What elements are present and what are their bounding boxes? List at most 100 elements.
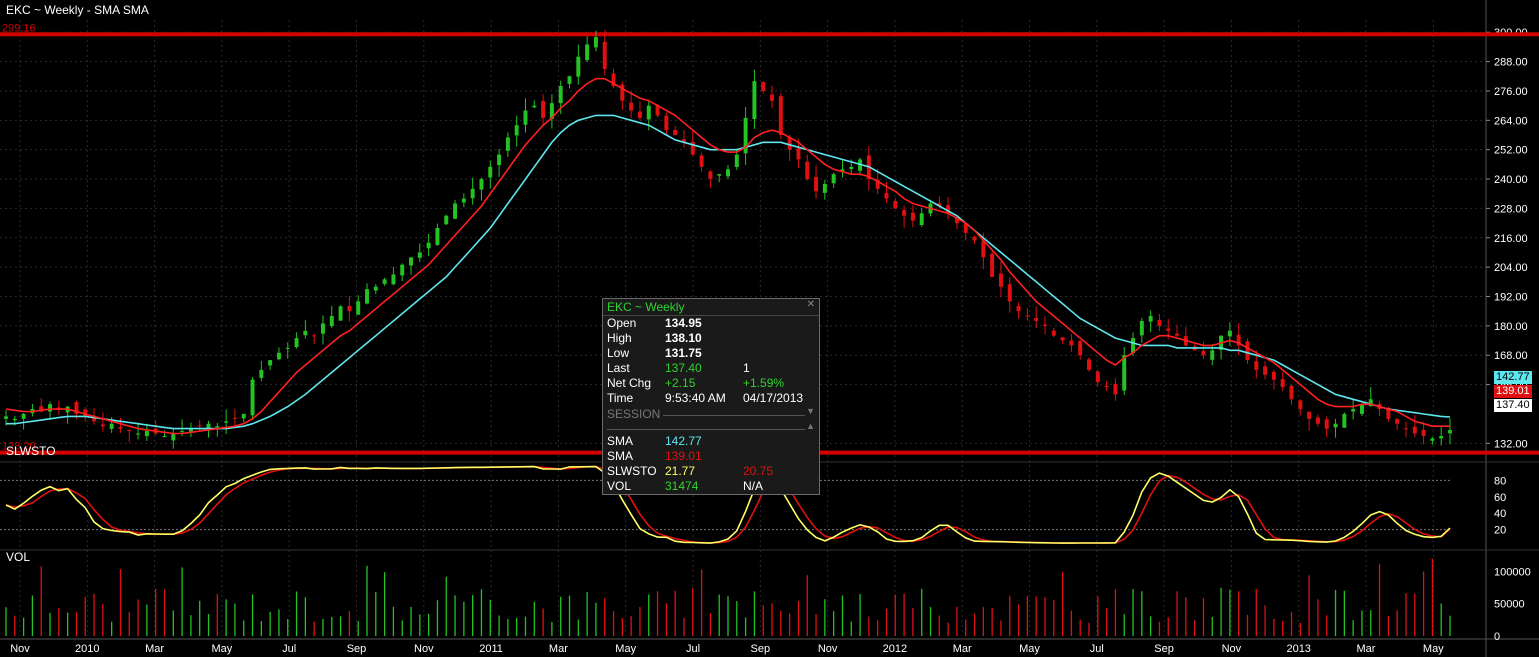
candle-down	[83, 409, 88, 417]
y-tick-label: 216.00	[1494, 233, 1528, 245]
candle-up	[514, 125, 519, 136]
y-tick-label: 168.00	[1494, 350, 1528, 362]
candle-up	[752, 81, 757, 120]
candle-down	[1421, 429, 1426, 436]
candle-down	[127, 430, 132, 432]
high-label: High	[607, 331, 632, 345]
candle-down	[875, 179, 880, 189]
y-tick-label: 180.00	[1494, 321, 1528, 333]
candle-up	[532, 105, 537, 108]
support-line-label: 128.20	[2, 441, 36, 453]
volume-tick-label: 100000	[1494, 566, 1531, 578]
candle-up	[558, 86, 563, 104]
date-value: 04/17/2013	[743, 391, 804, 405]
vol-value: 31474	[665, 479, 699, 493]
data-window-titlebar[interactable]: EKC ~ Weekly ✕	[603, 299, 819, 316]
candle-down	[761, 82, 766, 91]
candle-up	[320, 323, 325, 334]
chevron-up-icon[interactable]: ▲	[806, 421, 815, 431]
candle-down	[100, 424, 105, 427]
candle-down	[681, 139, 686, 143]
candle-up	[400, 264, 405, 276]
chevron-down-icon[interactable]: ▼	[806, 406, 815, 416]
time-value: 9:53:40 AM	[665, 391, 726, 405]
candle-up	[505, 137, 510, 151]
candle-down	[1386, 407, 1391, 419]
y-tick-label: 288.00	[1494, 57, 1528, 69]
close-icon[interactable]: ✕	[806, 299, 815, 310]
candle-down	[972, 236, 977, 241]
candle-up	[461, 198, 466, 203]
sma-slow-price-tag: 142.77	[1494, 371, 1532, 384]
x-tick-label: Nov	[1222, 643, 1242, 655]
candle-down	[770, 94, 775, 101]
low-value: 131.75	[665, 346, 702, 360]
candle-up	[470, 188, 475, 199]
candle-down	[602, 41, 607, 69]
candle-down	[655, 104, 660, 116]
x-tick-label: Sep	[1154, 643, 1174, 655]
stoch-tick-label: 40	[1494, 508, 1506, 520]
candle-up	[919, 213, 924, 226]
candle-up	[162, 435, 167, 437]
sma1-value: 142.77	[665, 434, 702, 448]
open-value: 134.95	[665, 316, 702, 330]
candle-down	[1069, 340, 1074, 346]
candle-down	[1412, 426, 1417, 434]
candle-down	[946, 205, 951, 214]
x-tick-label: Nov	[10, 643, 30, 655]
candle-down	[1280, 378, 1285, 388]
candle-down	[92, 415, 97, 422]
candle-down	[1324, 419, 1329, 429]
session-divider-2	[607, 429, 805, 430]
stoch-tick-label: 60	[1494, 492, 1506, 504]
candle-up	[144, 431, 149, 437]
candle-up	[224, 421, 229, 423]
candle-up	[285, 347, 290, 349]
candle-down	[708, 171, 713, 180]
candle-down	[1051, 330, 1056, 336]
candle-up	[329, 316, 334, 327]
resistance-line-label: 299.16	[2, 22, 36, 34]
sma2-label: SMA	[607, 449, 634, 463]
data-window[interactable]: EKC ~ Weekly ✕ Open 134.95 High 138.10 L…	[602, 298, 820, 495]
candle-up	[1333, 423, 1338, 428]
last-price-tag: 137.40	[1494, 399, 1532, 412]
netchg-label: Net Chg	[607, 376, 652, 390]
candle-up	[259, 369, 264, 378]
candle-up	[12, 418, 17, 421]
x-tick-label: Jul	[1090, 643, 1104, 655]
x-tick-label: 2012	[883, 643, 907, 655]
candle-down	[1254, 361, 1259, 370]
volume-tick-label: 0	[1494, 631, 1500, 643]
candle-up	[1122, 355, 1127, 391]
x-tick-label: Mar	[549, 643, 568, 655]
candle-up	[391, 274, 396, 285]
low-label: Low	[607, 346, 630, 360]
candle-down	[963, 223, 968, 233]
session-label: SESSION	[607, 407, 661, 421]
candle-up	[1139, 320, 1144, 336]
slwsto-d-value: 20.75	[743, 464, 774, 478]
resistance-line	[0, 32, 1539, 37]
candle-down	[1042, 324, 1047, 326]
candle-up	[1448, 430, 1452, 434]
candle-up	[523, 110, 528, 125]
candle-up	[356, 301, 361, 315]
candle-up	[1210, 350, 1215, 360]
candle-up	[831, 174, 836, 184]
x-tick-label: Nov	[818, 643, 838, 655]
candle-down	[541, 101, 546, 118]
candle-up	[567, 76, 572, 84]
candle-up	[497, 154, 502, 166]
y-tick-label: 252.00	[1494, 145, 1528, 157]
y-tick-label: 264.00	[1494, 115, 1528, 127]
volume-panel-label: VOL	[6, 550, 31, 564]
candle-down	[902, 209, 907, 216]
candle-up	[717, 174, 722, 176]
candle-up	[822, 183, 827, 193]
sma2-value: 139.01	[665, 449, 702, 463]
chart-title: EKC ~ Weekly - SMA SMA	[6, 3, 149, 17]
stoch-k-line	[5, 465, 1451, 544]
candle-down	[1166, 328, 1171, 331]
